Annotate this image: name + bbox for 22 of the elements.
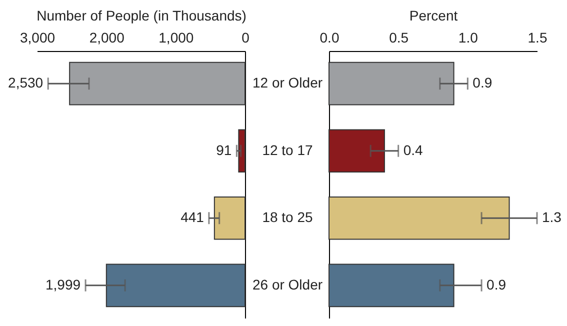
data-label: 2,530: [8, 74, 44, 91]
x-tick-label: 0.5: [389, 30, 409, 46]
data-label: 1,999: [45, 276, 81, 292]
data-label: 91: [216, 142, 232, 158]
data-label: 441: [180, 209, 204, 226]
x-tick-label: 1.5: [528, 30, 548, 46]
x-tick-label: 2,000: [89, 30, 125, 46]
y-tick-label: 26 or Older: [252, 276, 323, 292]
data-label: 0.4: [403, 142, 424, 158]
y-tick-label: 18 to 25: [262, 209, 314, 226]
x-axis-title: Percent: [409, 8, 458, 24]
x-tick-label: 0: [242, 30, 250, 46]
data-label: 1.3: [542, 209, 562, 226]
x-tick-label: 0.0: [320, 30, 340, 46]
x-axis-title: Number of People (in Thousands): [36, 8, 246, 24]
data-label: 0.9: [486, 276, 506, 292]
data-label: 0.9: [472, 74, 492, 91]
y-tick-label: 12 to 17: [262, 142, 314, 158]
x-tick-label: 1,000: [158, 30, 194, 46]
x-tick-label: 3,000: [20, 30, 56, 46]
x-tick-label: 1.0: [458, 30, 478, 46]
y-tick-label: 12 or Older: [252, 74, 323, 91]
